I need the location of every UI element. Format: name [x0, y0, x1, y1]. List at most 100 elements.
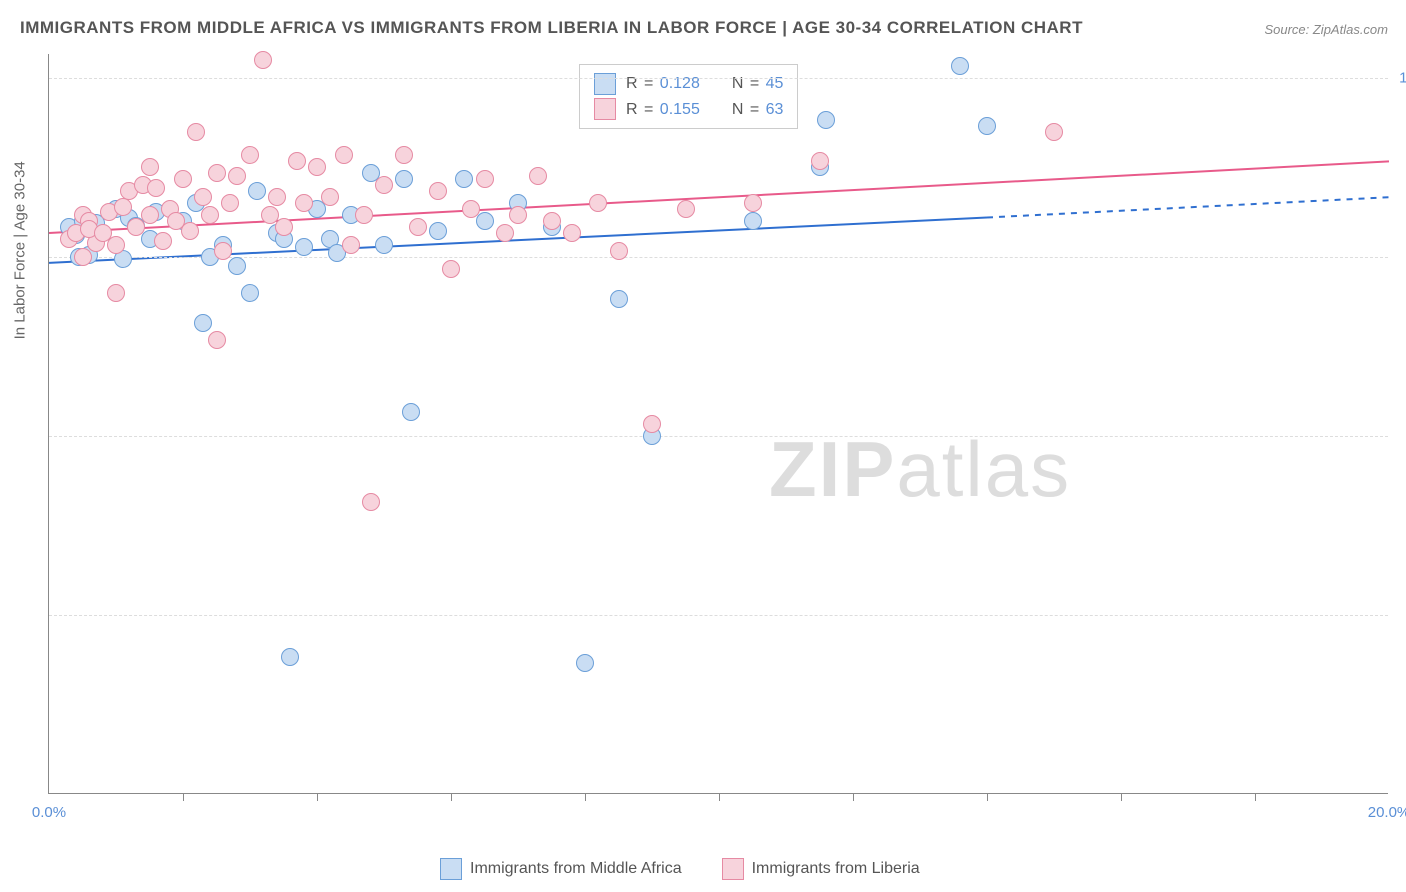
y-tick-label: 55.0% — [1395, 606, 1406, 623]
bottom-legend-item-middle_africa: Immigrants from Middle Africa — [440, 858, 682, 880]
scatter-point-middle_africa — [375, 236, 393, 254]
source-credit: Source: ZipAtlas.com — [1264, 22, 1388, 37]
scatter-point-liberia — [543, 212, 561, 230]
scatter-point-liberia — [589, 194, 607, 212]
scatter-point-liberia — [254, 51, 272, 69]
gridline-horizontal — [49, 78, 1388, 79]
scatter-point-middle_africa — [951, 57, 969, 75]
scatter-point-liberia — [375, 176, 393, 194]
x-tick — [183, 793, 184, 801]
scatter-point-liberia — [141, 206, 159, 224]
scatter-point-liberia — [141, 158, 159, 176]
scatter-point-liberia — [221, 194, 239, 212]
scatter-point-liberia — [187, 123, 205, 141]
scatter-point-liberia — [563, 224, 581, 242]
legend-stats-row-liberia: R = 0.155 N = 63 — [594, 97, 783, 123]
scatter-point-liberia — [409, 218, 427, 236]
legend-swatch-liberia — [722, 858, 744, 880]
bottom-legend: Immigrants from Middle Africa Immigrants … — [440, 858, 920, 880]
scatter-point-middle_africa — [429, 222, 447, 240]
scatter-point-liberia — [610, 242, 628, 260]
scatter-point-liberia — [335, 146, 353, 164]
scatter-point-liberia — [496, 224, 514, 242]
scatter-point-middle_africa — [978, 117, 996, 135]
legend-swatch-middle_africa — [440, 858, 462, 880]
trendline-dashed-middle_africa — [987, 197, 1389, 217]
watermark-light: atlas — [896, 425, 1071, 513]
scatter-point-liberia — [355, 206, 373, 224]
legend-N-label: N = 63 — [732, 97, 784, 123]
x-tick — [585, 793, 586, 801]
scatter-point-liberia — [174, 170, 192, 188]
bottom-legend-label: Immigrants from Middle Africa — [470, 860, 682, 878]
scatter-point-middle_africa — [248, 182, 266, 200]
x-tick — [719, 793, 720, 801]
scatter-point-liberia — [194, 188, 212, 206]
scatter-point-liberia — [395, 146, 413, 164]
scatter-point-liberia — [342, 236, 360, 254]
scatter-point-liberia — [509, 206, 527, 224]
scatter-point-liberia — [288, 152, 306, 170]
scatter-point-liberia — [744, 194, 762, 212]
scatter-point-middle_africa — [817, 111, 835, 129]
scatter-point-liberia — [114, 198, 132, 216]
scatter-point-liberia — [1045, 123, 1063, 141]
source-label: Source: — [1264, 22, 1312, 37]
scatter-point-liberia — [321, 188, 339, 206]
legend-swatch-liberia — [594, 98, 616, 120]
scatter-point-liberia — [677, 200, 695, 218]
scatter-point-middle_africa — [744, 212, 762, 230]
scatter-point-liberia — [214, 242, 232, 260]
scatter-point-liberia — [442, 260, 460, 278]
y-tick-label: 100.0% — [1395, 69, 1406, 86]
watermark-bold: ZIP — [769, 425, 896, 513]
scatter-point-middle_africa — [241, 284, 259, 302]
scatter-point-liberia — [476, 170, 494, 188]
x-tick — [451, 793, 452, 801]
scatter-point-liberia — [643, 415, 661, 433]
scatter-point-liberia — [181, 222, 199, 240]
scatter-point-liberia — [154, 232, 172, 250]
scatter-point-liberia — [295, 194, 313, 212]
legend-swatch-middle_africa — [594, 73, 616, 95]
scatter-point-middle_africa — [576, 654, 594, 672]
legend-N-label: N = 45 — [732, 71, 784, 97]
scatter-point-middle_africa — [610, 290, 628, 308]
x-tick — [1255, 793, 1256, 801]
scatter-point-liberia — [147, 179, 165, 197]
scatter-point-liberia — [74, 248, 92, 266]
scatter-point-middle_africa — [228, 257, 246, 275]
legend-stats-row-middle_africa: R = 0.128N = 45 — [594, 71, 783, 97]
scatter-point-middle_africa — [295, 238, 313, 256]
legend-R-label: R = 0.155 — [626, 97, 700, 123]
x-tick-label: 20.0% — [1368, 804, 1406, 821]
scatter-point-liberia — [308, 158, 326, 176]
watermark: ZIPatlas — [769, 424, 1071, 515]
scatter-point-liberia — [201, 206, 219, 224]
scatter-point-liberia — [268, 188, 286, 206]
x-tick — [1121, 793, 1122, 801]
scatter-point-middle_africa — [402, 403, 420, 421]
scatter-point-middle_africa — [281, 648, 299, 666]
scatter-point-liberia — [241, 146, 259, 164]
y-tick-label: 70.0% — [1395, 427, 1406, 444]
scatter-point-middle_africa — [455, 170, 473, 188]
scatter-point-liberia — [462, 200, 480, 218]
scatter-point-liberia — [529, 167, 547, 185]
legend-stats-box: R = 0.128N = 45R = 0.155 N = 63 — [579, 64, 798, 129]
scatter-point-liberia — [107, 236, 125, 254]
scatter-point-liberia — [811, 152, 829, 170]
scatter-point-liberia — [208, 164, 226, 182]
scatter-point-liberia — [429, 182, 447, 200]
scatter-point-middle_africa — [395, 170, 413, 188]
scatter-point-middle_africa — [476, 212, 494, 230]
x-tick — [317, 793, 318, 801]
scatter-point-liberia — [275, 218, 293, 236]
bottom-legend-item-liberia: Immigrants from Liberia — [722, 858, 920, 880]
trendlines-layer — [49, 54, 1389, 794]
gridline-horizontal — [49, 615, 1388, 616]
scatter-point-liberia — [107, 284, 125, 302]
x-tick — [987, 793, 988, 801]
y-axis-title: In Labor Force | Age 30-34 — [12, 161, 29, 339]
scatter-point-liberia — [362, 493, 380, 511]
